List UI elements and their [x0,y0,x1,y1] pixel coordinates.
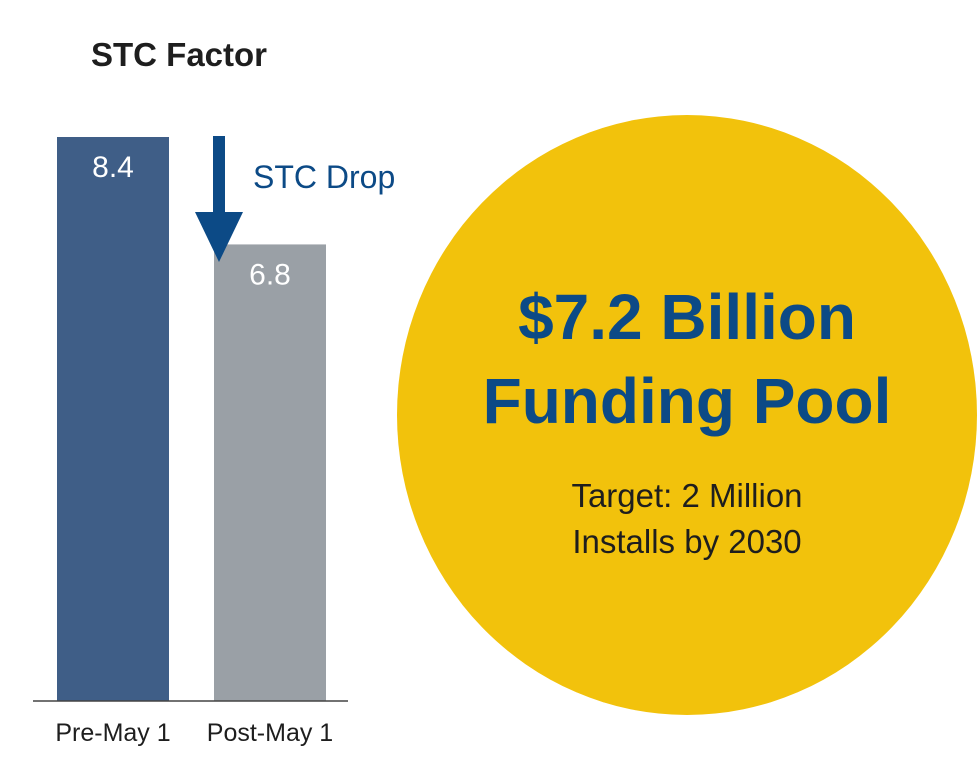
labels-layer: 8.4 Pre-May 1 6.8 Post-May 1 [55,151,333,747]
category-label-1: Pre-May 1 [55,719,170,747]
chart-title: STC Factor [91,36,268,73]
bar-chart: 8.4 Pre-May 1 6.8 Post-May 1 [33,136,348,747]
category-label-2: Post-May 1 [207,719,333,747]
bar-value-label-2: 6.8 [249,258,291,291]
target-text: Target: 2 Million Installs by 2030 [397,473,977,565]
bar-1 [57,137,169,701]
target-text-line1: Target: 2 Million [571,477,803,514]
bar-value-label-1: 8.4 [92,151,134,184]
funding-headline: $7.2 Billion Funding Pool [397,275,977,443]
bars-layer [57,137,326,701]
bar-2 [214,244,326,701]
funding-headline-line2: Funding Pool [482,365,892,437]
target-text-line2: Installs by 2030 [572,523,802,560]
arrow-down-icon [195,136,243,262]
funding-headline-line1: $7.2 Billion [518,281,856,353]
stc-drop-label: STC Drop [253,159,396,195]
funding-pool-circle: $7.2 Billion Funding Pool Target: 2 Mill… [397,115,977,715]
